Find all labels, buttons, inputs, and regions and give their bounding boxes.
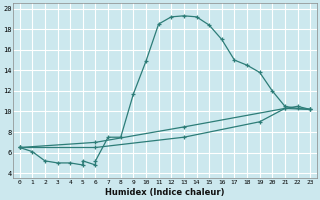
X-axis label: Humidex (Indice chaleur): Humidex (Indice chaleur) <box>105 188 225 197</box>
